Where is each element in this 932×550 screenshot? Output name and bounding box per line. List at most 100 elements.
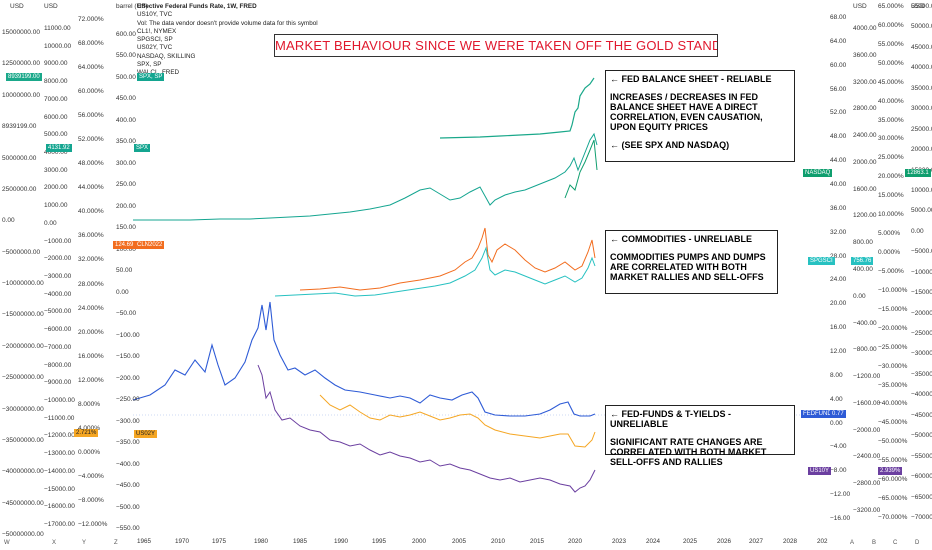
axis-tick-label: −13000.00: [44, 450, 75, 458]
axis-tick-label: 5000.00: [44, 131, 68, 139]
axis-tick-label: −3200.00: [853, 507, 881, 514]
fedfunds-price-badge: 0.77: [830, 410, 846, 418]
axis-tick-label: 28.000%: [78, 280, 104, 288]
axis-tick-label: −20000000.00: [2, 342, 44, 350]
walcl-price-badge: 8939199.00: [6, 73, 42, 81]
axis-right-usd[interactable]: USD 4000.00 3600.00 3200.00 2800.00 2400.00 2…: [850, 0, 884, 536]
axis-tick-label: −400.00: [116, 460, 140, 468]
axis-tick-label: −4000.00: [44, 290, 72, 298]
spgsci-label-badge: SPGSCI: [808, 257, 835, 265]
axis-tick-label: 20.000%: [878, 173, 904, 181]
time-axis-label: 2026: [717, 538, 732, 545]
axis-tick-label: −60000.00: [911, 473, 932, 481]
axis-tick-label: 52.000%: [78, 136, 104, 144]
axis-usd-2[interactable]: USD 11000.00 10000.00 9000.00 8000.00 7000.0…: [40, 0, 78, 536]
axis-tick-label: −70000.00: [911, 514, 932, 521]
axis-tick-label: 52.00: [830, 109, 847, 117]
time-axis-label: 2023: [612, 538, 627, 545]
note-commodities-heading: ← COMMODITIES - UNRELIABLE: [610, 234, 752, 244]
axis-letter-label: X: [52, 540, 57, 546]
axis-percent-3[interactable]: 72.000% 68.000% 64.000% 60.000% 56.000% 52.00…: [72, 0, 108, 536]
axis-tick-label: 68.000%: [78, 40, 104, 48]
time-axis-label: 2027: [749, 538, 764, 545]
time-axis[interactable]: 1965 1970 1975 1980 1985 1990 1995 2000 2005 2010…: [0, 536, 932, 550]
legend-line: CL1!, NYMEX: [137, 27, 177, 35]
axis-tick-label: −35000000.00: [2, 436, 44, 444]
legend-line: US10Y, TVC: [137, 11, 173, 19]
axis-tick-label: −65.000%: [878, 495, 908, 503]
axis-tick-label: 500.00: [116, 73, 136, 81]
axis-letter-label: A: [850, 540, 855, 546]
legend-line: WALCL, FRED: [137, 69, 180, 77]
axis-letter-label: Y: [82, 540, 87, 546]
walcl-line: [439, 77, 595, 139]
axis-barrel-unit: barrel (US): [116, 3, 148, 10]
spx-legend-badge: SPX, SP: [137, 73, 165, 81]
axis-tick-label: 8.00: [830, 371, 843, 379]
axis-tick-label: −35.000%: [878, 381, 908, 389]
axis-tick-label: −15.000%: [878, 305, 908, 313]
legend-line: SPX, SP: [137, 61, 162, 69]
chart-canvas[interactable]: [0, 0, 932, 536]
axis-tick-label: 0.00: [911, 227, 924, 235]
axis-tick-label: 25000.00: [911, 125, 932, 133]
axis-tick-label: 20000.00: [911, 146, 932, 154]
axis-tick-label: −50.00: [116, 310, 137, 318]
axis-tick-label: −8.000%: [78, 496, 104, 504]
axis-tick-label: −20.000%: [878, 324, 908, 332]
axis-walcl-unit: USD: [10, 3, 24, 10]
crude-price-badge: 124.69: [113, 241, 136, 249]
axis-tick-label: −1000.00: [44, 237, 72, 245]
axis-tick-label: 60.000%: [78, 88, 104, 96]
axis-tick-label: −6000.00: [44, 326, 72, 334]
axis-right-percent[interactable]: 65.000% 60.000% 55.000% 50.000% 45.000% 40.00…: [876, 0, 908, 536]
axis-tick-label: 50.000%: [878, 59, 904, 67]
note-fed-body: INCREASES / DECREASES IN FED BALANCE SHE…: [610, 92, 763, 132]
legend-line: Vol: The data vendor doesn't provide vol…: [137, 19, 318, 27]
headline-banner: MARKET BEHAVIOUR SINCE WE WERE TAKEN OFF…: [274, 34, 718, 57]
axis-tick-label: −500.00: [116, 503, 140, 511]
axis-tick-label: 64.000%: [78, 64, 104, 72]
us10y-line: [257, 364, 596, 493]
axis-tick-label: −3000.00: [44, 273, 72, 280]
axis-tick-label: 0.000%: [878, 249, 901, 257]
axis-tick-label: 44.000%: [78, 184, 104, 192]
axis-tick-label: 50000.00: [911, 23, 932, 31]
axis-tick-label: −100.00: [116, 331, 140, 339]
axis-tick-label: −2000.00: [853, 426, 881, 434]
axis-tick-label: 24.000%: [78, 304, 104, 312]
axis-tick-label: −25000.00: [911, 330, 932, 338]
axis-tick-label: 30.000%: [878, 135, 904, 143]
axis-tick-label: 35.000%: [878, 116, 904, 124]
axis-tick-label: −30.000%: [878, 362, 908, 370]
axis-tick-label: 400.00: [853, 266, 873, 273]
axis-tick-label: 44.00: [830, 157, 847, 165]
axis-tick-label: 2000.00: [853, 158, 877, 166]
nasdaq-label-badge: NASDAQ: [803, 169, 833, 177]
axis-tick-label: −12.00: [830, 491, 851, 499]
axis-tick-label: 60.000%: [878, 21, 904, 29]
axis-tick-label: −10.000%: [878, 286, 908, 294]
axis-tick-label: −4.000%: [78, 472, 104, 480]
time-axis-label: 2020: [568, 538, 583, 545]
axis-walcl[interactable]: USD 15000000.00 12500000.00 10000000.00 893…: [2, 0, 47, 537]
fedfunds-label-badge: FEDFUNDS: [801, 410, 838, 418]
axis-tick-label: 100.00: [116, 245, 136, 253]
axis-tick-label: 0.00: [853, 292, 866, 300]
axis-tick-label: −12.000%: [78, 521, 108, 528]
axis-tick-label: 2000.00: [44, 184, 68, 192]
axis-tick-label: −45000.00: [911, 411, 932, 419]
axis-tick-label: 4.00: [830, 395, 843, 403]
axis-right-usd-2[interactable]: USD 55000.00 50000.00 45000.00 40000.00 3500…: [905, 0, 932, 536]
axis-tick-label: 2500000.00: [2, 185, 37, 193]
axis-tick-label: 10.000%: [878, 211, 904, 219]
axis-tick-label: −11000.00: [44, 414, 75, 422]
axis-tick-label: 7000.00: [44, 95, 68, 103]
axis-tick-label: 450.00: [116, 95, 136, 103]
axis-right-1[interactable]: 68.00 64.00 60.00 56.00 52.00 48.00 44.00 40.00…: [828, 0, 858, 536]
time-axis-label: 202: [817, 538, 828, 545]
crude-label-badge: CLN2022: [135, 241, 165, 249]
axis-usd-2-unit: USD: [44, 3, 58, 10]
axis-barrel[interactable]: barrel (US) 600.00 550.00 500.00 450.00 400.…: [112, 0, 148, 536]
axis-tick-label: 2400.00: [853, 132, 877, 140]
